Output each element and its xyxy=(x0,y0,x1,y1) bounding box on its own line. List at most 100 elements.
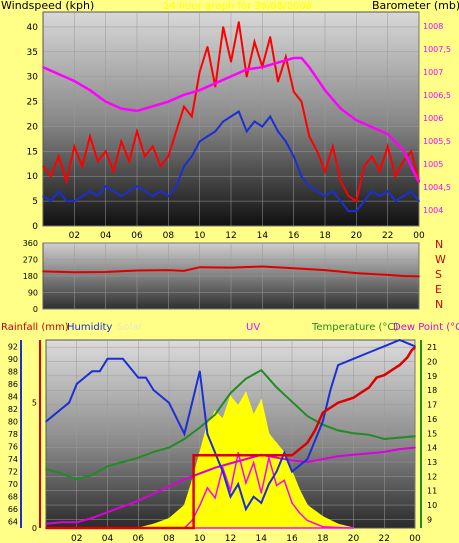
wind-average-point xyxy=(112,190,115,192)
windspeed-tick-label: 10 xyxy=(27,172,39,182)
solar-point xyxy=(260,399,263,401)
x-tick-label: 10 xyxy=(194,231,206,241)
dewpoint-point xyxy=(198,472,201,475)
temperature-tick-label: 11 xyxy=(427,487,437,496)
temperature-tick-label: 16 xyxy=(427,415,437,424)
wind-average-point xyxy=(269,115,271,118)
rainfall-point xyxy=(411,349,413,351)
humidity-point xyxy=(145,376,147,379)
temperature-point xyxy=(229,392,232,394)
wind-gust-point xyxy=(339,180,342,183)
temperature-point xyxy=(275,386,278,389)
legend-uv: UV xyxy=(246,322,260,333)
legend-dewpoint: Dew Point (°C) xyxy=(393,322,459,333)
x-tick-label: 08 xyxy=(163,534,175,543)
barometer-point xyxy=(418,181,420,184)
wind-direction-point xyxy=(73,271,76,274)
rainfall-point xyxy=(306,441,309,444)
wind-direction-point xyxy=(167,269,170,271)
barometer-point xyxy=(151,105,154,108)
rainfall-point xyxy=(398,364,401,366)
solar-point xyxy=(222,418,224,420)
compass-label: E xyxy=(435,283,442,296)
rainfall-point xyxy=(45,527,47,529)
wind-gust-point xyxy=(42,165,44,168)
dewpoint-point xyxy=(122,505,124,508)
temperature-point xyxy=(60,472,63,475)
wind-direction-point xyxy=(183,270,185,272)
humidity-point xyxy=(268,483,270,485)
rainfall-point xyxy=(314,429,316,432)
rain-tick-label: 0 xyxy=(32,524,37,533)
temperature-point xyxy=(198,426,201,429)
temperature-tick-label: 15 xyxy=(427,429,437,438)
wind-average-point xyxy=(104,185,107,187)
wind-average-point xyxy=(128,190,130,192)
humidity-point xyxy=(52,414,55,417)
wind-gust-point xyxy=(347,195,350,197)
wind-direction-point xyxy=(230,266,232,269)
humidity-point xyxy=(168,401,170,404)
humidity-tick-label: 82 xyxy=(8,405,18,414)
barometer-point xyxy=(183,94,185,96)
wind-gust-point xyxy=(386,145,389,148)
barometer-line xyxy=(42,56,421,183)
wind-gust-point xyxy=(230,60,232,63)
dewpoint-point xyxy=(275,456,278,459)
x-tick-label: 20 xyxy=(351,231,363,241)
uv-point xyxy=(198,504,201,507)
temperature-tick-label: 10 xyxy=(427,501,437,510)
wind-average-point xyxy=(230,115,232,118)
rainfall-point xyxy=(414,346,416,349)
wind-average-point xyxy=(339,200,342,202)
barometer-point xyxy=(339,107,342,110)
temperature-point xyxy=(245,377,247,380)
temperature-point xyxy=(260,369,263,371)
x-tick-label: 22 xyxy=(382,231,393,241)
wind-gust-point xyxy=(292,90,295,93)
wind-average-point xyxy=(183,165,185,168)
barometer-point xyxy=(42,66,44,69)
wind-gust-point xyxy=(410,150,412,153)
legend-temperature: Temperature (°C) xyxy=(311,322,398,333)
x-tick-label: 08 xyxy=(163,231,175,241)
humidity-point xyxy=(75,383,78,385)
dewpoint-point xyxy=(368,452,370,455)
barometer-point xyxy=(167,100,170,103)
wind-average-point xyxy=(136,185,138,187)
barometer-point xyxy=(300,57,303,59)
wind-gust-point xyxy=(104,150,107,153)
humidity-point xyxy=(191,401,193,404)
temperature-line xyxy=(45,368,416,481)
wind-direction-point xyxy=(136,269,138,272)
temperature-point xyxy=(183,438,186,440)
humidity-tick-label: 76 xyxy=(8,443,18,452)
uv-point xyxy=(306,519,309,522)
wind-gust-point xyxy=(151,145,154,148)
wind-gust-point xyxy=(238,21,240,23)
barometer-point xyxy=(89,89,91,92)
wind-average-point xyxy=(151,195,154,197)
wind-gust-point xyxy=(50,175,52,178)
wind-gust-point xyxy=(128,160,130,163)
humidity-point xyxy=(83,376,86,379)
humidity-tick-label: 66 xyxy=(8,505,18,514)
barometer-point xyxy=(214,82,217,85)
humidity-point xyxy=(60,408,63,410)
barometer-point xyxy=(245,68,248,71)
solar-point xyxy=(252,414,255,417)
humidity-point xyxy=(183,433,186,435)
humidity-point xyxy=(214,452,216,454)
wind-gust-point xyxy=(73,145,76,148)
x-tick-label: 02 xyxy=(69,231,80,241)
legend-solar: Solar xyxy=(117,322,143,333)
dewpoint-point xyxy=(398,448,401,450)
wind-average-point xyxy=(42,195,44,197)
x-tick-label: 00 xyxy=(409,534,421,543)
wind-direction-point xyxy=(198,266,201,269)
legend-humidity: Humidity xyxy=(67,322,112,333)
temperature-point xyxy=(45,468,47,470)
wind-direction-point xyxy=(261,265,264,268)
humidity-tick-label: 92 xyxy=(8,342,18,351)
x-tick-label: 02 xyxy=(71,534,82,543)
